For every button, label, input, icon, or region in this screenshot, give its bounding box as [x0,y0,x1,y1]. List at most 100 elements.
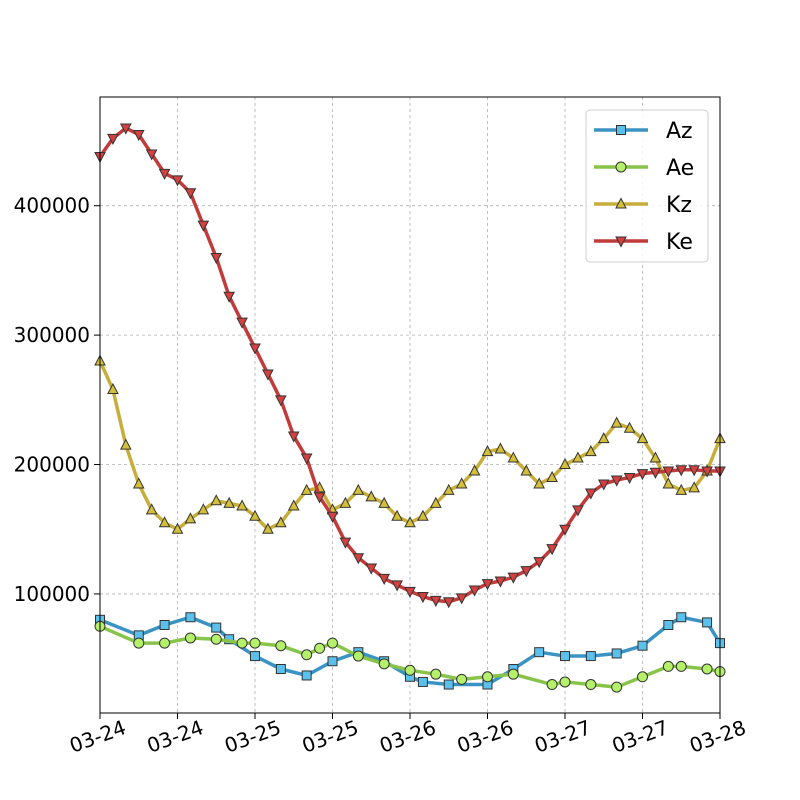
x-tick-label: 03-27 [531,715,594,757]
data-point [236,499,248,511]
data-point [533,557,545,569]
data-point [313,492,326,504]
data-point [676,612,687,623]
legend-label: Kz [666,193,692,218]
data-point [636,432,649,444]
data-point [249,509,261,521]
legend-marker [615,236,627,248]
data-point [611,681,623,693]
data-point [301,649,313,661]
legend-item-ae: Ae [594,156,694,181]
data-point [636,469,649,481]
data-point [145,503,158,515]
data-point [662,477,675,489]
data-point [210,494,223,506]
data-point [339,537,352,549]
data-point [132,130,145,142]
data-point [675,465,688,477]
legend-box [585,109,709,263]
series-az [95,612,725,690]
x-tick-label: 03-26 [376,715,439,757]
data-point [417,509,429,521]
data-point [314,642,326,654]
data-point [133,637,145,649]
legend-marker [615,197,627,209]
data-point [585,488,597,500]
data-point [560,651,570,662]
data-point [132,477,145,489]
data-point [378,496,390,508]
data-point [468,464,481,476]
data-point [443,679,454,690]
series-kz [94,354,726,534]
data-point [223,291,235,303]
data-point [159,620,170,630]
data-point [223,496,235,508]
data-point [250,651,260,662]
data-point [481,445,494,457]
x-tick-label: 03-25 [221,715,284,757]
data-point [378,573,390,585]
data-point [404,586,416,598]
data-point [287,499,300,511]
data-point [585,651,596,662]
data-point [158,516,171,528]
data-point [662,466,675,478]
data-point [352,553,365,565]
data-point [597,432,610,444]
data-point [442,483,455,495]
data-point [249,343,261,355]
data-point [546,679,558,691]
data-point [688,481,700,493]
data-point [559,676,571,688]
legend-item-az: Az [594,119,693,144]
series-layer [94,123,726,693]
data-point [210,252,223,265]
series-ae [94,620,726,693]
data-point [533,477,545,489]
data-point [184,512,197,524]
data-point [494,576,507,588]
x-tick-label: 03-28 [686,715,749,757]
legend-label: Az [666,119,693,144]
data-point [184,188,197,200]
data-point [236,637,248,649]
legend-marker [616,125,626,135]
data-point [275,516,287,528]
data-point [197,503,210,515]
data-point [327,637,338,649]
data-point [417,676,428,687]
data-point [610,416,623,428]
data-point [430,595,442,607]
data-point [468,585,481,597]
data-point [481,579,494,591]
data-point [236,317,248,329]
data-point [404,664,416,676]
data-point [597,479,610,491]
data-point [262,522,274,534]
data-point [365,490,378,502]
legend: Az Ae Kz Ke [585,109,709,263]
x-tick-label: 03-24 [66,715,129,757]
data-point [275,640,287,652]
data-point [211,622,222,633]
data-point [507,451,520,463]
series-ke [94,123,726,609]
data-point [701,466,713,478]
data-point [185,612,196,623]
data-point [546,470,558,482]
data-point [701,663,713,675]
data-point [688,465,700,477]
data-point [623,421,636,433]
data-point [275,395,287,407]
x-tick-label: 03-25 [299,715,362,757]
data-point [171,175,184,187]
data-point [637,671,648,683]
data-point [702,617,713,628]
y-tick-label: 300000 [14,323,90,347]
data-point [507,668,519,680]
x-tick-label: 03-26 [454,715,517,757]
data-point [287,431,300,443]
legend-item-kz: Kz [594,193,692,218]
data-point [210,633,222,645]
